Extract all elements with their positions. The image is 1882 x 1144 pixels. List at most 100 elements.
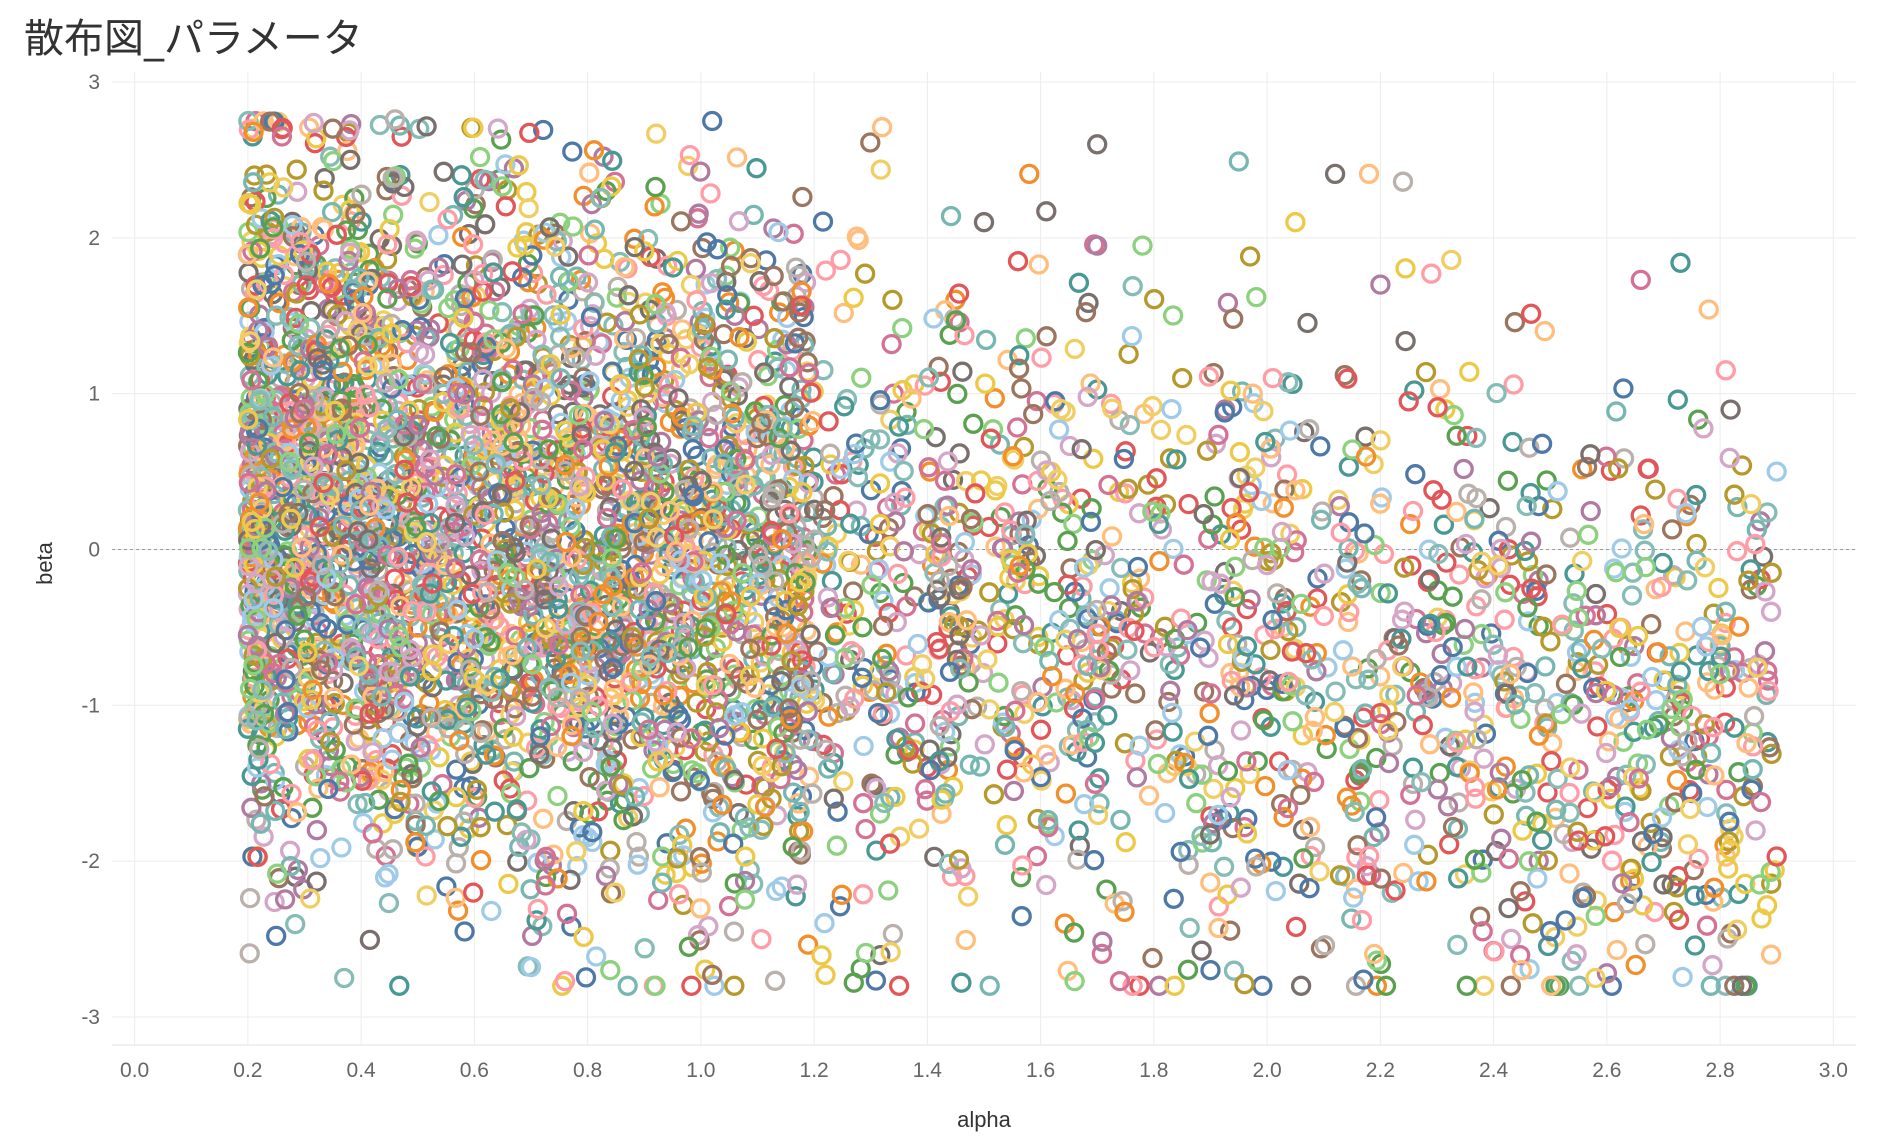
scatter-point (289, 360, 311, 381)
scatter-point (751, 413, 772, 434)
scatter-point (786, 874, 808, 895)
scatter-point (503, 659, 524, 681)
scatter-point (393, 426, 414, 447)
scatter-point (1502, 431, 1523, 453)
scatter-point (345, 705, 366, 726)
scatter-point (624, 460, 645, 482)
scatter-point (1299, 419, 1320, 440)
scatter-point (378, 863, 399, 885)
scatter-point (495, 338, 517, 359)
scatter-point (1013, 615, 1035, 636)
scatter-point (1754, 641, 1776, 662)
scatter-point (1537, 782, 1558, 803)
scatter-point (1695, 636, 1717, 657)
scatter-point (1464, 508, 1485, 529)
scatter-point (1641, 851, 1662, 873)
scatter-point (666, 722, 687, 743)
scatter-point (802, 783, 823, 804)
scatter-point (1355, 703, 1376, 724)
scatter-point (1596, 603, 1618, 625)
scatter-point (1510, 881, 1531, 902)
scatter-point (483, 503, 504, 524)
scatter-point (1745, 820, 1766, 841)
scatter-point (939, 505, 960, 527)
scatter-point (1393, 862, 1414, 884)
scatter-point (602, 150, 623, 171)
scatter-point (560, 380, 582, 401)
scatter-point (726, 147, 748, 168)
scatter-point (452, 254, 473, 275)
scatter-point (913, 418, 935, 440)
scatter-point (629, 599, 650, 620)
scatter-point (1110, 809, 1131, 831)
scatter-point (1519, 959, 1540, 980)
scatter-point (1443, 404, 1464, 426)
scatter-point (358, 673, 380, 694)
scatter-point (272, 117, 293, 139)
scatter-point (421, 660, 442, 682)
scatter-point (348, 655, 369, 677)
scatter-point (1757, 670, 1779, 691)
scatter-point (455, 526, 476, 547)
scatter-point (739, 859, 760, 881)
scatter-point (504, 499, 525, 521)
scatter-point (1446, 501, 1467, 523)
scatter-point (1605, 562, 1627, 583)
scatter-point (415, 846, 436, 867)
scatter-point (740, 253, 761, 274)
scatter-point (874, 792, 895, 814)
scatter-point (690, 161, 711, 182)
scatter-point (1377, 583, 1399, 604)
scatter-point (573, 825, 594, 846)
scatter-point (289, 403, 311, 424)
scatter-point (1122, 975, 1143, 996)
scatter-point (1394, 601, 1415, 622)
scatter-point (1571, 703, 1592, 724)
scatter-point (1347, 573, 1368, 595)
scatter-point (1092, 931, 1113, 952)
scatter-point (815, 739, 837, 760)
scatter-point (362, 742, 383, 763)
scatter-point (1163, 538, 1184, 560)
scatter-point (1627, 625, 1649, 647)
scatter-point (1603, 628, 1624, 649)
scatter-point (1356, 865, 1377, 886)
scatter-point (847, 467, 869, 488)
scatter-point (820, 443, 841, 464)
scatter-point (882, 289, 903, 311)
scatter-point (264, 891, 285, 913)
scatter-point (761, 635, 782, 656)
scatter-point (1720, 399, 1741, 420)
scatter-point (814, 913, 835, 934)
scatter-point (1455, 533, 1477, 555)
scatter-point (241, 194, 262, 215)
scatter-point (1173, 554, 1194, 575)
scatter-point (764, 970, 786, 991)
scatter-point (881, 333, 902, 355)
scatter-point (340, 242, 361, 263)
scatter-point (1645, 479, 1666, 500)
scatter-point (884, 492, 905, 513)
scatter-point (355, 792, 376, 814)
scatter-point (238, 110, 259, 132)
scatter-point (1068, 272, 1090, 293)
scatter-point (1281, 675, 1302, 696)
scatter-point (1675, 503, 1697, 524)
scatter-point (382, 167, 403, 189)
scatter-point (1178, 768, 1200, 790)
scatter-point (631, 399, 652, 420)
scatter-point (1623, 721, 1644, 742)
scatter-point (1067, 629, 1088, 650)
scatter-point (492, 531, 513, 552)
scatter-point (702, 675, 724, 696)
scatter-point (761, 762, 782, 783)
scatter-point (868, 558, 890, 580)
scatter-point (377, 288, 398, 309)
scatter-point (1428, 543, 1449, 565)
scatter-point (1083, 850, 1105, 871)
scatter-point (418, 493, 439, 515)
scatter-point (791, 281, 812, 302)
scatter-point (464, 628, 485, 649)
scatter-point (697, 357, 719, 378)
scatter-point (644, 196, 665, 217)
